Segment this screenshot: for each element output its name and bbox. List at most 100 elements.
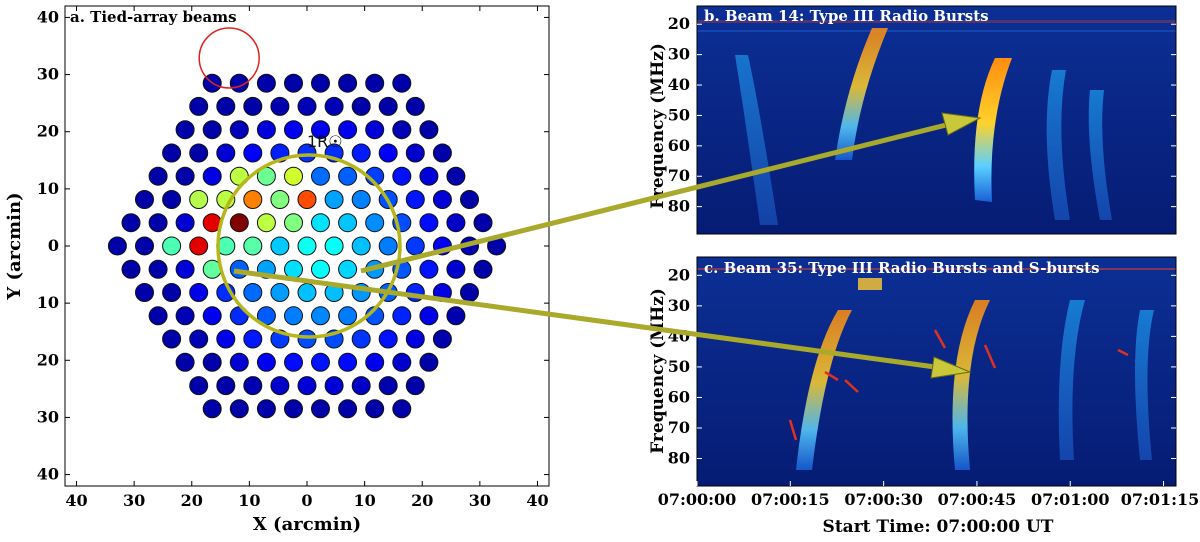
beam-marker (311, 259, 330, 279)
x-tick-label: 20 (411, 491, 433, 510)
beam-marker (473, 213, 493, 233)
beam-marker (419, 352, 439, 372)
beam-marker (311, 166, 330, 186)
beam-marker (432, 329, 452, 349)
beam-marker (405, 96, 425, 116)
beam-marker (202, 399, 222, 419)
beam-marker (378, 236, 398, 256)
time-tick-label: 07:01:15 (1121, 490, 1200, 509)
beam-marker (365, 399, 385, 419)
spectrogram-b-noise (697, 20, 1176, 32)
x-tick-label: 30 (123, 491, 145, 510)
beam-marker (405, 329, 425, 349)
beam-marker (189, 329, 209, 349)
beam-marker (229, 399, 249, 419)
beam-marker (175, 306, 195, 326)
y-tick-label: 10 (37, 293, 59, 312)
freq-tick-label: 20 (668, 265, 690, 284)
beam-marker (162, 329, 182, 349)
beam-marker (121, 213, 141, 233)
burst-b1 (735, 55, 778, 225)
beam-marker (135, 283, 154, 302)
beam-marker (405, 236, 425, 256)
panel-c-title: c. Beam 35: Type III Radio Bursts and S-… (704, 259, 1100, 277)
beam-marker (446, 259, 466, 279)
beam-marker (460, 190, 479, 209)
burst-c1 (796, 310, 852, 470)
beam-marker (243, 143, 263, 163)
beam-marker (107, 236, 127, 256)
beam-marker (432, 143, 452, 163)
time-axis-label: Start Time: 07:00:00 UT (823, 517, 1054, 537)
burst-b2 (835, 28, 888, 160)
y-tick-label: 30 (37, 65, 59, 84)
x-axis-label: X (arcmin) (253, 514, 361, 535)
beam-marker (121, 259, 141, 279)
beam-marker (392, 120, 412, 140)
beam-marker (243, 96, 263, 116)
beam-marker (256, 120, 276, 140)
sun-disk-ring (216, 153, 402, 339)
beam-marker (419, 306, 439, 326)
beam-marker (338, 306, 358, 326)
beam-marker (162, 283, 182, 302)
beam-marker (365, 120, 385, 140)
beam-marker (216, 329, 236, 349)
beam-marker (392, 352, 412, 372)
y-tick-label: 20 (37, 122, 59, 141)
beam-marker (297, 190, 317, 209)
freq-tick-label: 20 (668, 14, 690, 33)
beam-marker (311, 306, 330, 326)
beam-marker (297, 283, 317, 302)
arrow-beam35 (233, 268, 936, 370)
beam-marker (175, 259, 195, 279)
beam-marker (351, 376, 371, 396)
beam-marker (256, 399, 276, 419)
beam-marker (365, 73, 385, 93)
beam-marker (189, 236, 209, 256)
x-tick-label: 10 (353, 491, 375, 510)
beam-marker (270, 190, 290, 209)
beam-marker (392, 306, 412, 326)
beam-marker (324, 376, 344, 396)
beam-marker (270, 236, 290, 256)
beam-marker (148, 166, 168, 186)
beam-marker (229, 213, 249, 233)
beam-marker (284, 352, 303, 372)
beam-marker (338, 259, 358, 279)
beam-marker (473, 259, 493, 279)
beam-marker (216, 96, 236, 116)
beam-marker (175, 213, 195, 233)
panel-a-title: a. Tied-array beams (70, 8, 237, 26)
beam-marker (229, 352, 249, 372)
y-tick-label: 40 (37, 465, 59, 484)
beam-marker (135, 190, 154, 209)
beam-marker (338, 73, 358, 93)
beam-marker (175, 352, 195, 372)
sun-radius-label: 1R☉ (307, 132, 343, 151)
time-tick-label: 07:00:00 (658, 490, 737, 509)
panel-b-title: b. Beam 14: Type III Radio Bursts (704, 7, 989, 25)
beam-marker (311, 213, 330, 233)
beam-marker (148, 213, 168, 233)
beam-marker (405, 143, 425, 163)
beam-marker (284, 73, 303, 93)
beam-marker (311, 120, 330, 140)
panel-c-frame (696, 256, 1177, 487)
beam-marker (324, 236, 344, 256)
beam-marker (189, 376, 209, 396)
y-axis-label: Y (arcmin) (4, 192, 25, 300)
time-tick-label: 07:00:15 (751, 490, 830, 509)
beam-marker (297, 143, 317, 163)
arrow-beam35-head (930, 356, 972, 379)
beam-marker (270, 283, 290, 302)
beam-marker (189, 143, 209, 163)
beam-marker (162, 236, 182, 256)
beam-marker (256, 73, 276, 93)
beam-marker (405, 190, 425, 209)
beam-marker (297, 96, 317, 116)
beam-marker (351, 96, 371, 116)
beam-marker (338, 213, 358, 233)
beam-marker (216, 376, 236, 396)
freq-tick-label: 50 (668, 357, 690, 376)
